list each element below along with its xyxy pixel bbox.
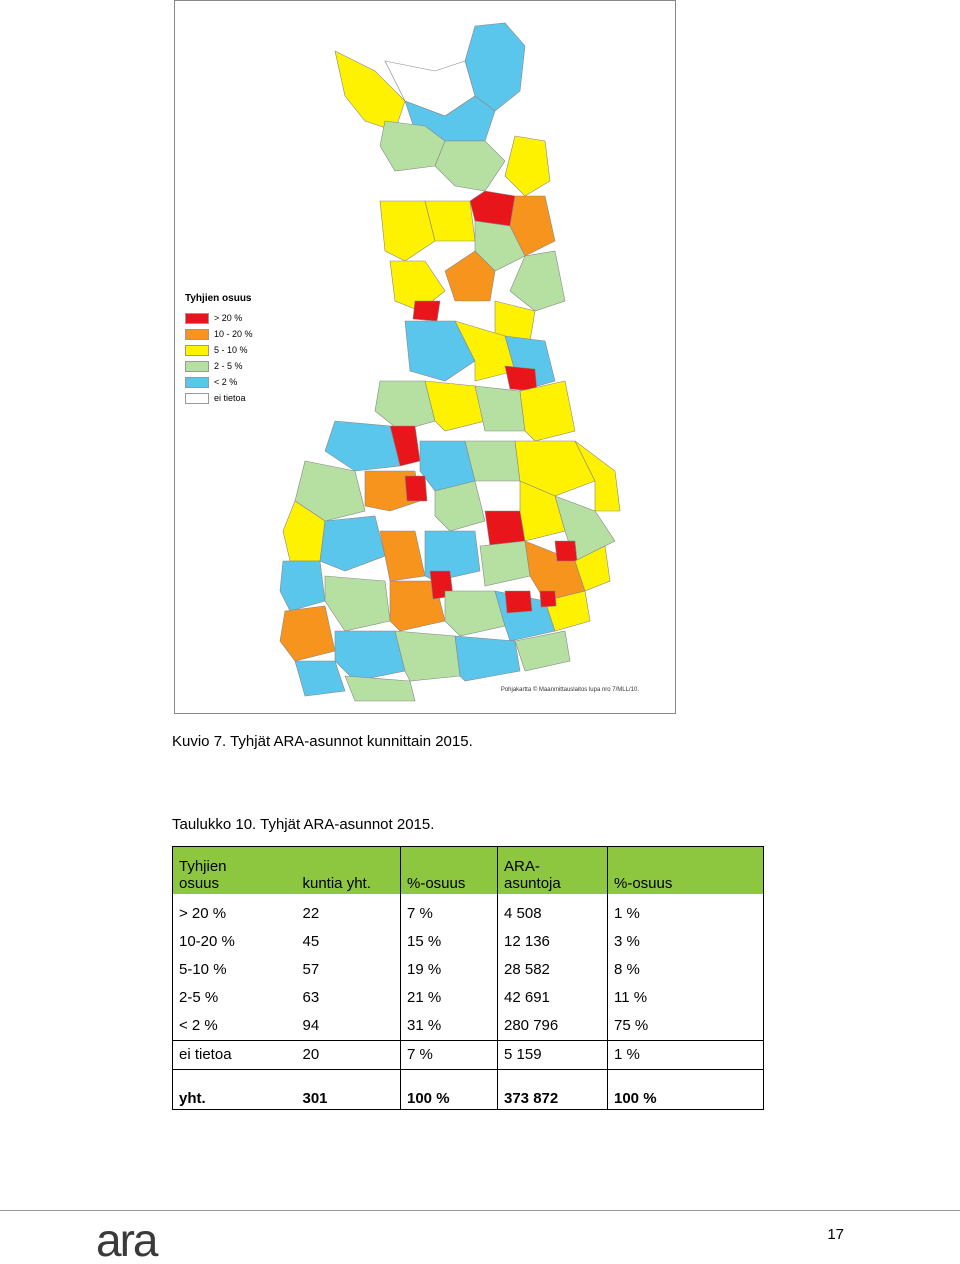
- page-number: 17: [827, 1226, 844, 1243]
- legend-item: > 20 %: [185, 310, 263, 326]
- legend-label: 5 - 10 %: [214, 345, 248, 355]
- table-cell: 2-5 %: [172, 983, 297, 1012]
- header-text: %-osuus: [614, 874, 673, 892]
- header-municipalities: kuntia yht.: [296, 846, 401, 894]
- table-cell: ei tietoa: [172, 1039, 297, 1069]
- table-cell: 63: [302, 989, 320, 1006]
- table-cell: 7 %: [400, 1039, 498, 1069]
- legend-swatch: [185, 376, 209, 388]
- table-cell: 57: [302, 961, 320, 978]
- svg-text:ara: ara: [96, 1216, 159, 1264]
- finland-map-figure: Tyhjien osuus > 20 % 10 - 20 % 5 - 10 % …: [174, 0, 676, 714]
- table-cell: < 2 %: [172, 1011, 297, 1040]
- figure-caption: Kuvio 7. Tyhjät ARA-asunnot kunnittain 2…: [172, 733, 473, 750]
- legend-swatch: [185, 328, 209, 340]
- table-cell: 12 136: [497, 927, 608, 956]
- legend-label: > 20 %: [214, 313, 243, 323]
- table-header-row: Tyhjien osuus kuntia yht. %-osuus ARA- a…: [172, 846, 764, 894]
- table-cell: > 20 %: [172, 893, 297, 928]
- table-cell: 8 %: [607, 955, 764, 984]
- table-cell: 7 %: [400, 893, 498, 928]
- table-cell: 3 %: [607, 927, 764, 956]
- table-cell: 75 %: [607, 1011, 764, 1040]
- legend-swatch: [185, 392, 209, 404]
- table-cell: 28 582: [497, 955, 608, 984]
- header-text: asuntoja: [504, 874, 561, 892]
- table-cell: 11 %: [607, 983, 764, 1012]
- map-credit: Pohjakartta © Maanmittauslaitos lupa nro…: [500, 687, 639, 693]
- table-cell: 5 159: [497, 1039, 608, 1069]
- table-cell: 31 %: [400, 1011, 498, 1040]
- legend-swatch: [185, 360, 209, 372]
- legend-item: ei tietoa: [185, 390, 263, 406]
- table-cell: 19 %: [400, 955, 498, 984]
- header-ara-housing: ARA- asuntoja: [497, 846, 608, 894]
- header-share-1: %-osuus: [400, 846, 498, 894]
- table-cell: 100 %: [607, 1068, 764, 1110]
- table-cell: 280 796: [497, 1011, 608, 1040]
- header-vacancy-share: Tyhjien osuus: [172, 846, 297, 894]
- header-text: kuntia yht.: [302, 874, 371, 892]
- legend-title: Tyhjien osuus: [185, 293, 252, 304]
- header-text: %-osuus: [407, 874, 466, 892]
- header-text: ARA-: [504, 857, 540, 875]
- legend-item: 2 - 5 %: [185, 358, 263, 374]
- table-cell: 4 508: [497, 893, 608, 928]
- header-share-2: %-osuus: [607, 846, 764, 894]
- legend-item: 10 - 20 %: [185, 326, 263, 342]
- vacancy-table: Tyhjien osuus kuntia yht. %-osuus ARA- a…: [172, 846, 764, 1110]
- table-cell: 42 691: [497, 983, 608, 1012]
- table-cell: 301: [296, 1068, 401, 1110]
- legend-label: < 2 %: [214, 377, 238, 387]
- table-cell: 45: [302, 933, 320, 950]
- table-cell: yht.: [172, 1068, 297, 1110]
- table-row: 10-20 % 45 15 % 12 136 3 %: [172, 927, 764, 956]
- legend-item: 5 - 10 %: [185, 342, 263, 358]
- table-total-row: yht. 301 100 % 373 872 100 %: [172, 1068, 764, 1110]
- table-cell: 15 %: [400, 927, 498, 956]
- legend-label: ei tietoa: [214, 393, 246, 403]
- table-cell: 21 %: [400, 983, 498, 1012]
- table-row: ei tietoa 20 7 % 5 159 1 %: [172, 1039, 764, 1069]
- table-row: > 20 % 22 7 % 4 508 1 %: [172, 893, 764, 928]
- table-cell: 100 %: [400, 1068, 498, 1110]
- legend-swatch: [185, 344, 209, 356]
- table-cell: 1 %: [607, 893, 764, 928]
- table-row: < 2 % 94 31 % 280 796 75 %: [172, 1011, 764, 1040]
- table-cell: 20: [296, 1039, 401, 1069]
- table-row: 5-10 % 57 19 % 28 582 8 %: [172, 955, 764, 984]
- legend-item: < 2 %: [185, 374, 263, 390]
- table-caption: Taulukko 10. Tyhjät ARA-asunnot 2015.: [172, 816, 435, 833]
- table-row: 2-5 % 63 21 % 42 691 11 %: [172, 983, 764, 1012]
- ara-logo: ara: [96, 1216, 161, 1264]
- header-text: osuus: [179, 874, 220, 892]
- legend-label: 10 - 20 %: [214, 329, 253, 339]
- table-cell: 1 %: [607, 1039, 764, 1069]
- footer-divider: [0, 1210, 960, 1211]
- finland-map: [279, 22, 621, 702]
- table-cell: 373 872: [497, 1068, 608, 1110]
- map-legend: Tyhjien osuus > 20 % 10 - 20 % 5 - 10 % …: [185, 293, 263, 406]
- legend-swatch: [185, 312, 209, 324]
- legend-label: 2 - 5 %: [214, 361, 243, 371]
- header-text: Tyhjien: [179, 857, 227, 875]
- table-cell: 94: [302, 1017, 320, 1034]
- table-cell: 10-20 %: [172, 927, 297, 956]
- table-cell: 22: [302, 905, 320, 922]
- table-cell: 5-10 %: [172, 955, 297, 984]
